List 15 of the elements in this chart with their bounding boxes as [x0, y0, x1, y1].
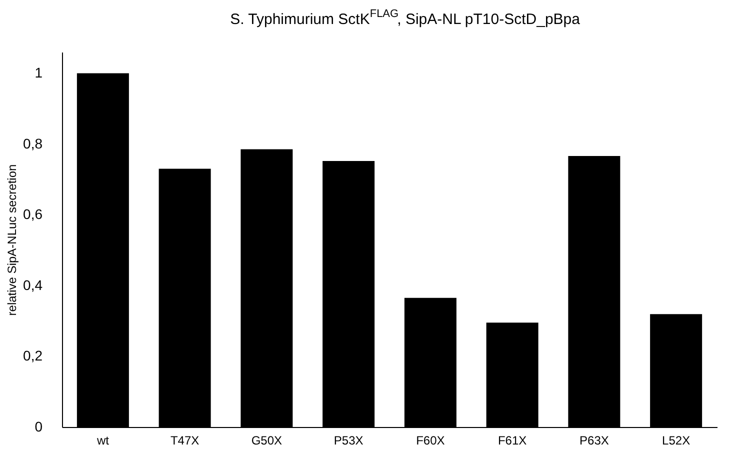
x-tick-label: F60X: [416, 434, 445, 448]
x-tick-label: L52X: [662, 434, 690, 448]
x-tick-label: T47X: [170, 434, 200, 448]
y-tick-label: 0,4: [23, 276, 43, 293]
y-tick-label: 0,6: [23, 206, 43, 222]
x-tick-label: F61X: [498, 434, 527, 448]
y-tick-label: 0,8: [23, 135, 43, 152]
x-tick-label: wt: [96, 434, 110, 448]
y-tick-label: 0,2: [23, 348, 43, 364]
y-tick-label: 0: [34, 418, 43, 434]
x-tick-label: P63X: [580, 434, 609, 448]
x-tick-label: G50X: [251, 434, 282, 448]
x-tick-label: P53X: [334, 434, 364, 448]
y-tick-label: 1: [34, 64, 43, 81]
y-axis-title: relative SipA-NLuc secretion: [5, 164, 20, 316]
